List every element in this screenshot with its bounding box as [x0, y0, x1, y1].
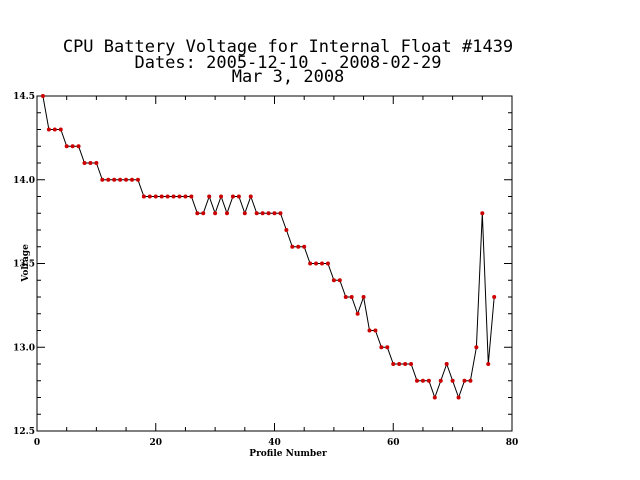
data-point	[76, 144, 81, 149]
y-axis-label: Voltage	[21, 244, 31, 283]
x-tick-label: 20	[149, 438, 162, 448]
data-point	[272, 211, 277, 216]
data-point	[302, 244, 307, 249]
x-tick-label: 60	[387, 438, 400, 448]
data-point	[70, 144, 75, 149]
data-point	[242, 211, 247, 216]
data-point	[337, 278, 342, 283]
data-point	[106, 177, 111, 182]
data-point	[432, 395, 437, 400]
data-point	[331, 278, 336, 283]
data-point	[409, 362, 414, 366]
data-point	[171, 194, 176, 199]
data-point	[468, 378, 473, 383]
chart-subtitle-dates: Dates: 2005-12-10 - 2008-02-29	[134, 53, 441, 73]
data-point	[153, 194, 158, 199]
data-point	[159, 194, 164, 199]
x-tick-labels: 0 20 40 60 80	[34, 438, 518, 448]
data-point	[88, 161, 93, 165]
data-point	[254, 211, 259, 216]
data-point	[177, 194, 182, 199]
data-point	[94, 161, 99, 165]
data-point	[296, 244, 301, 249]
data-point	[462, 378, 467, 383]
data-point	[82, 161, 87, 165]
data-point	[480, 211, 485, 216]
data-point	[130, 177, 134, 182]
data-point	[165, 194, 170, 199]
data-point	[373, 328, 378, 333]
data-point	[320, 261, 324, 266]
data-point	[147, 194, 152, 199]
data-point	[266, 211, 271, 216]
data-point	[189, 194, 194, 199]
y-tick-label: 13.0	[13, 343, 35, 353]
data-point	[236, 194, 241, 199]
data-point	[492, 295, 497, 299]
data-point	[486, 362, 491, 366]
data-point	[40, 94, 45, 98]
x-tick-label: 0	[34, 438, 40, 448]
data-point	[385, 345, 390, 350]
data-point	[135, 177, 140, 182]
data-point	[343, 295, 348, 299]
y-tick-label: 13.5	[13, 260, 35, 270]
data-point	[355, 311, 360, 316]
axis-ticks	[36, 95, 513, 432]
data-points	[40, 94, 497, 400]
data-point	[64, 144, 69, 149]
data-point	[183, 194, 188, 199]
data-point	[248, 194, 253, 199]
data-point	[403, 362, 408, 366]
data-point	[325, 261, 330, 266]
data-point	[444, 362, 449, 366]
data-point	[260, 211, 265, 216]
data-point	[415, 378, 419, 383]
data-point	[201, 211, 206, 216]
data-point	[52, 127, 57, 132]
data-point	[438, 378, 443, 383]
data-point	[426, 378, 431, 383]
x-axis-label: Profile Number	[249, 449, 327, 459]
data-point	[225, 211, 229, 216]
data-point	[213, 211, 218, 216]
data-point	[46, 127, 51, 132]
x-tick-label: 80	[506, 438, 519, 448]
data-point	[284, 228, 289, 232]
y-tick-label: 14.5	[13, 92, 35, 102]
series-line	[42, 95, 495, 399]
data-point	[361, 295, 366, 299]
y-tick-label: 14.0	[13, 176, 35, 186]
data-point	[474, 345, 479, 350]
chart-subtitle-date: Mar 3, 2008	[232, 67, 345, 87]
data-point	[314, 261, 319, 266]
data-point	[112, 177, 117, 182]
data-point	[391, 362, 396, 366]
data-point	[349, 295, 354, 299]
y-tick-labels: 12.5 13.0 13.5 14.0 14.5	[13, 92, 35, 437]
data-point	[367, 328, 372, 333]
data-point	[100, 177, 105, 182]
data-point	[58, 127, 63, 132]
data-point	[124, 177, 129, 182]
data-point	[207, 194, 212, 199]
data-point	[456, 395, 461, 400]
data-point	[397, 362, 402, 366]
data-point	[450, 378, 455, 383]
data-point	[290, 244, 295, 249]
data-point	[230, 194, 235, 199]
data-point	[195, 211, 200, 216]
data-point	[278, 211, 283, 216]
x-tick-label: 40	[268, 438, 281, 448]
data-point	[118, 177, 123, 182]
data-point	[420, 378, 425, 383]
chart-title: CPU Battery Voltage for Internal Float #…	[63, 37, 513, 57]
data-point	[219, 194, 224, 199]
y-tick-label: 12.5	[13, 427, 35, 437]
data-point	[141, 194, 146, 199]
data-point	[308, 261, 313, 266]
data-point	[379, 345, 384, 350]
